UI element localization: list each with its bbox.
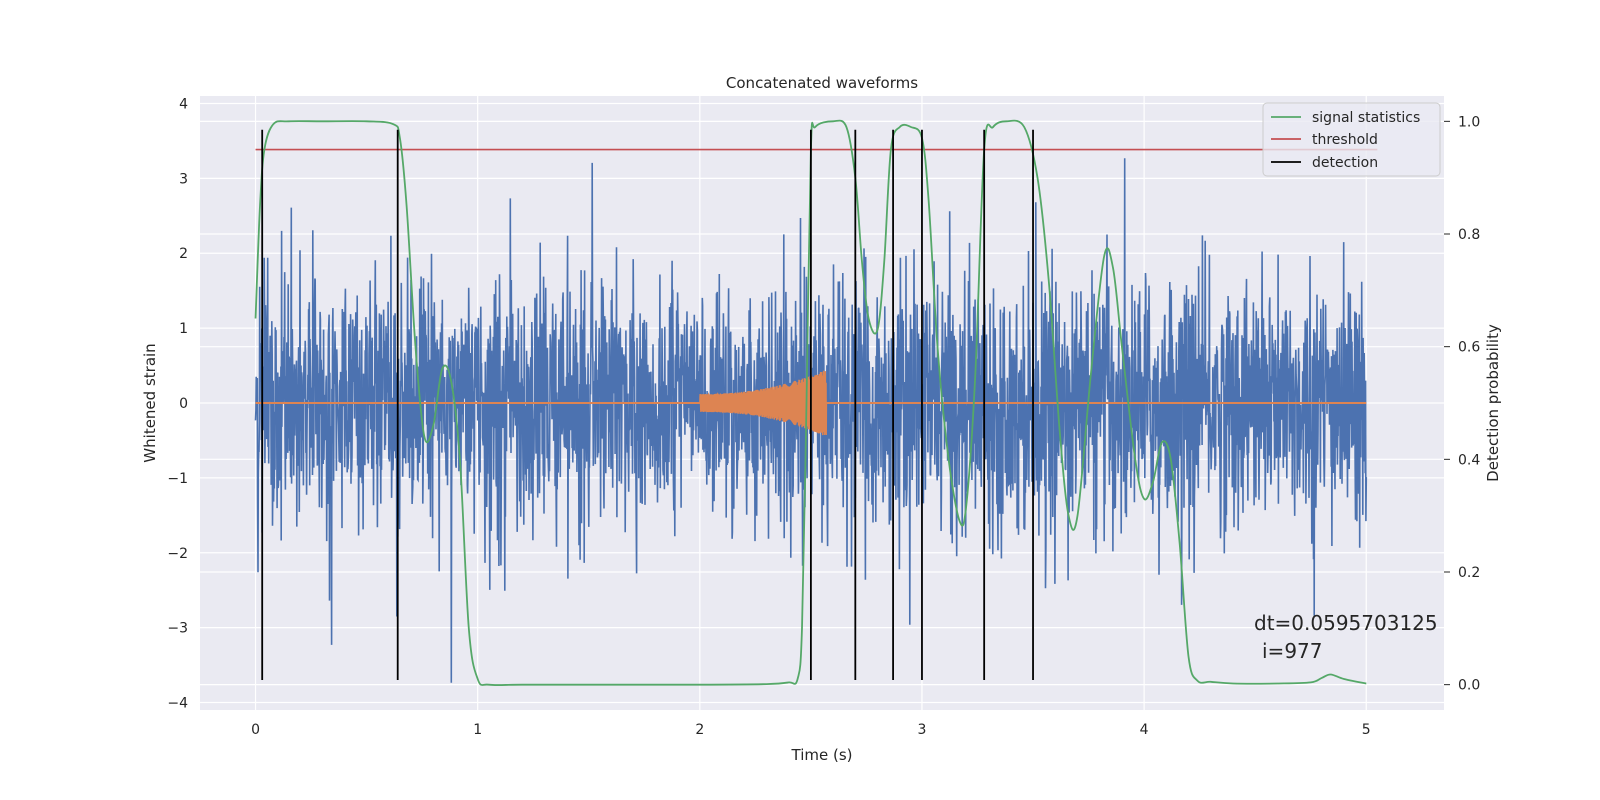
legend-box (1262, 102, 1441, 177)
x-tick-label: 5 (1362, 722, 1371, 738)
y2-tick-label: 0.4 (1458, 452, 1480, 468)
chart-title: Concatenated waveforms (726, 74, 918, 92)
annotation-i: i=977 (1262, 639, 1323, 663)
y-tick-label: −4 (167, 696, 188, 712)
y2-axis-label: Detection probability (1484, 324, 1502, 482)
y2-tick-label: 1.0 (1458, 114, 1480, 130)
legend-label-signal-statistics: signal statistics (1312, 110, 1420, 126)
legend: signal statistics threshold detection (1262, 102, 1441, 177)
x-tick-label: 0 (251, 722, 260, 738)
x-tick-label: 3 (918, 722, 927, 738)
y-tick-label: 0 (179, 396, 188, 412)
signal-statistics-line (254, 119, 1367, 686)
x-tick-label: 1 (473, 722, 482, 738)
legend-label-detection: detection (1312, 155, 1378, 171)
y-tick-label: 3 (179, 171, 188, 187)
detection-series (261, 129, 1034, 681)
y-axis-label: Whitened strain (141, 343, 159, 462)
signal-statistics-series (254, 119, 1367, 686)
y-tick-label: 4 (179, 96, 188, 112)
x-tick-label: 2 (695, 722, 704, 738)
y2-tick-label: 0.6 (1458, 340, 1480, 356)
ticks: 0 1 2 3 4 5 −4 −3 −2 −1 0 1 2 3 4 0.0 0.2 0.4 0.6 0.8 1.0 (167, 96, 1480, 738)
y-tick-label: 2 (179, 246, 188, 262)
y-tick-label: 1 (179, 321, 188, 337)
y-tick-label: −3 (167, 621, 188, 637)
legend-label-threshold: threshold (1312, 132, 1378, 148)
annotation-dt: dt=0.0595703125 (1254, 611, 1438, 635)
y-tick-label: −1 (167, 471, 188, 487)
y-tick-label: −2 (167, 546, 188, 562)
x-tick-label: 4 (1140, 722, 1149, 738)
y2-tick-label: 0.8 (1458, 227, 1480, 243)
x-axis-label: Time (s) (791, 746, 853, 764)
y2-tick-label: 0.0 (1458, 678, 1480, 694)
y2-tick-label: 0.2 (1458, 565, 1480, 581)
